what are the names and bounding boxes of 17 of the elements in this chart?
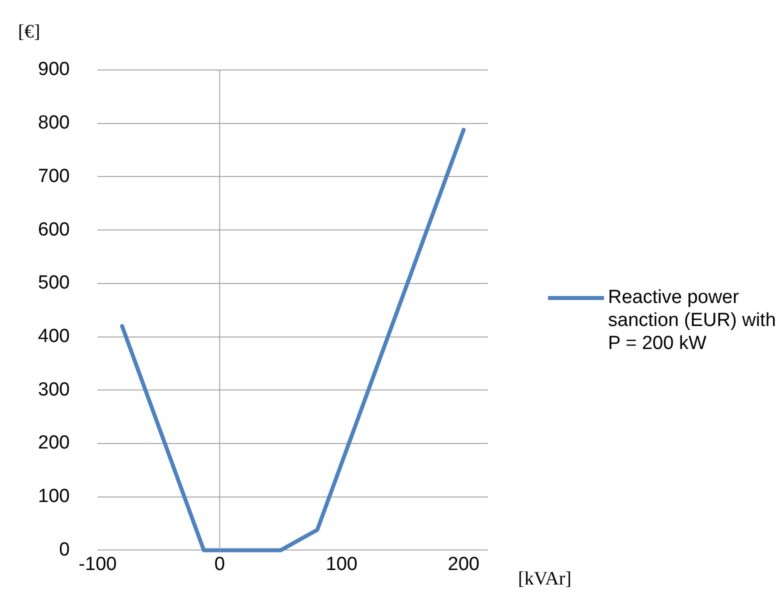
- legend-label: Reactive power sanction (EUR) with P = 200 kW: [608, 286, 777, 355]
- y-tick-label: 200: [38, 432, 70, 454]
- y-tick-label: 0: [59, 539, 70, 560]
- y-tick-label: 400: [38, 326, 70, 348]
- x-tick-label: 0: [214, 554, 225, 575]
- x-tick-label: -100: [78, 554, 117, 575]
- x-axis-title: [kVAr]: [518, 568, 572, 590]
- y-tick-label: 900: [38, 59, 70, 80]
- y-tick-label: 500: [38, 272, 70, 294]
- x-tick-label: 100: [326, 554, 358, 575]
- y-tick-label: 300: [38, 379, 70, 400]
- y-tick-label: 600: [38, 219, 70, 240]
- y-tick-label: 800: [38, 112, 70, 134]
- x-tick-label: 200: [448, 554, 480, 575]
- y-axis-title: [€]: [18, 21, 40, 42]
- y-tick-label: 700: [38, 166, 70, 187]
- y-tick-label: 100: [38, 486, 70, 508]
